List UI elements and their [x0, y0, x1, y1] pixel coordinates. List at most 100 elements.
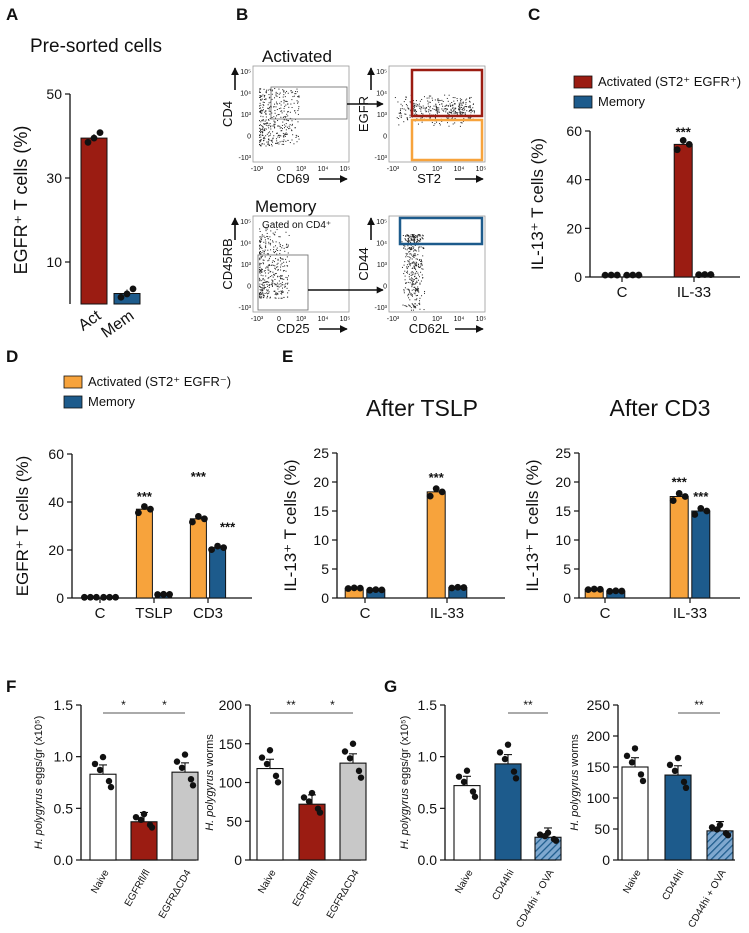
panel-g-1-x-tick-label: CD44hi	[660, 868, 686, 902]
panel-d-point	[201, 515, 208, 523]
panel-f-1-point	[300, 794, 308, 801]
panel-e-1-y-tick-label: 0	[563, 590, 571, 606]
panel-c-y-tick-label: 20	[566, 220, 582, 236]
panel-b-activated-label: Activated	[262, 47, 332, 66]
panel-a-point	[129, 285, 137, 293]
panel-d-point	[154, 591, 162, 598]
flow-dots-b3	[259, 228, 290, 299]
panel-c-point	[623, 271, 631, 279]
panel-g-1-point	[628, 759, 636, 766]
panel-d-bar-cd3-0	[189, 518, 207, 599]
panel-f-0-y-label-italic: H. polygyrus	[33, 788, 45, 850]
panel-d-point	[208, 546, 216, 554]
panel-e-title-1: After CD3	[610, 395, 711, 421]
panel-c-legend-label: Activated (ST2⁺ EGFR⁺)	[598, 74, 741, 89]
panel-c-point	[629, 271, 637, 279]
panel-c-legend-swatch	[573, 75, 593, 89]
flow-y-tick-label: 10⁵	[240, 69, 251, 76]
panel-a-title: Pre-sorted cells	[30, 36, 162, 57]
gated-on-cd4-label: Gated on CD4⁺	[262, 220, 331, 231]
panel-d-point	[195, 513, 202, 520]
panel-f-1-y-tick-label: 100	[219, 775, 243, 791]
gate-st2-egfr-negative	[410, 118, 484, 162]
panel-d-point	[214, 542, 222, 550]
panel-f-charts: 0.0 0.5 1.0 1.5 H. polygyrus eggs/gr (x10⁵) N…	[33, 697, 367, 921]
panel-d-significance-label: ***	[220, 520, 236, 535]
panel-e-0-point	[448, 584, 456, 592]
panel-a-x-tick-label: Mem	[98, 307, 137, 341]
flow-x-tick-label: 10⁵	[340, 316, 351, 323]
panel-e-1-y-label: IL-13⁺ T cells (%)	[523, 459, 542, 591]
flow-y-tick-label: -10³	[375, 155, 388, 162]
panel-e-1-x-tick-label: IL-33	[673, 605, 707, 622]
panel-c-point	[601, 271, 609, 279]
panel-f-0-y-tick-label: 0.5	[54, 800, 74, 816]
panel-a-point	[90, 134, 98, 142]
flow-y-label: CD44	[356, 247, 371, 280]
panel-letter-b: B	[236, 5, 248, 24]
panel-a-point	[96, 129, 104, 137]
panel-d-point	[100, 593, 107, 601]
panel-d-x-tick-label: TSLP	[135, 605, 173, 622]
panel-f-0-sig-label: *	[121, 698, 126, 712]
panel-e-1-x-tick-label: C	[600, 605, 611, 622]
panel-f-1-point	[266, 747, 274, 754]
panel-e-0-x-tick-label: IL-33	[430, 605, 464, 622]
panel-d-legend-swatch	[63, 395, 83, 409]
panel-e-1-significance-label: ***	[693, 489, 709, 504]
panel-e-0-bar-il-33-0	[426, 491, 446, 599]
panel-e-0-y-label: IL-13⁺ T cells (%)	[281, 459, 300, 591]
panel-d-y-tick-label: 20	[48, 542, 64, 558]
panel-g-0-y-label: H. polygyrus eggs/gr (x10⁵)	[399, 716, 411, 850]
panel-f-0-y-tick-label: 0.0	[54, 852, 74, 868]
panel-d-chart: Activated (ST2⁺ EGFR⁻) Memory 0 20 40 60 EGFR⁺…	[13, 374, 252, 622]
flow-x-tick-label: -10³	[251, 166, 264, 173]
flow-x-tick-label: 10³	[296, 166, 307, 173]
panel-d-point	[81, 593, 88, 601]
panel-f-1-x-tick-label: Naive	[256, 868, 279, 896]
panel-f-0-x-tick-label: EGFRΔCD4	[157, 868, 194, 921]
flow-y-tick-label: 0	[247, 134, 251, 141]
panel-a-y-tick-label: 50	[46, 86, 62, 102]
panel-g-1-x-tick-label: CD44hi + OVA	[687, 868, 729, 930]
panel-d-bar-cd3-1	[209, 547, 227, 599]
panel-f-1-point	[308, 789, 316, 797]
panel-g-1-point	[639, 777, 647, 785]
flow-y-tick-label: 10³	[377, 112, 388, 119]
panel-f-1-sig-label: *	[330, 698, 335, 712]
panel-d-legend-label: Memory	[88, 394, 135, 409]
flow-x-tick-label: 10⁴	[454, 316, 465, 323]
panel-c-point	[635, 271, 643, 279]
flow-y-label: CD4	[220, 101, 235, 127]
panel-e-0-point	[350, 584, 358, 592]
panel-b-flow-plots: -10³ 0 10³ 10⁴ 10⁵ 10⁵ 10⁴ 10³ 0 -10³ CD69 CD4 -10³ 0…	[220, 65, 486, 336]
panel-e-1-point	[691, 511, 699, 518]
panel-d-point	[112, 593, 119, 601]
panel-f-0-point	[173, 758, 181, 765]
panel-f-0-y-label-rest: eggs/gr (x10⁵)	[33, 716, 45, 788]
flow-x-label: CD62L	[409, 321, 449, 336]
panel-g-1-y-tick-label: 150	[587, 759, 611, 775]
panel-f-1-y-tick-label: 200	[219, 697, 243, 713]
flow-y-tick-label: 10³	[377, 262, 388, 269]
panel-g-0-y-label-rest: eggs/gr (x10⁵)	[399, 716, 411, 788]
panel-g-0-point	[496, 749, 504, 756]
flow-y-tick-label: -10³	[239, 305, 252, 312]
panel-e-0-point	[378, 586, 386, 594]
panel-f-1-point	[316, 809, 324, 816]
panel-f-1-point	[263, 760, 271, 768]
panel-d-y-label: EGFR⁺ T cells (%)	[13, 456, 32, 597]
panel-a-point	[123, 290, 131, 298]
panel-d-point	[93, 593, 100, 601]
panel-d-point	[160, 590, 168, 598]
panel-e-0-point	[366, 586, 374, 594]
panel-g-0-point	[510, 768, 518, 775]
panel-d-significance-label: ***	[137, 489, 153, 504]
panel-e-0-point	[454, 583, 462, 591]
flow-y-tick-label: 10⁵	[240, 219, 251, 226]
flow-x-tick-label: -10³	[387, 166, 400, 173]
panel-c-x-tick-label: C	[617, 284, 628, 301]
panel-c-y-label: IL-13⁺ T cells (%)	[528, 138, 547, 270]
panel-e-1-bar-il-33-0	[669, 496, 689, 599]
